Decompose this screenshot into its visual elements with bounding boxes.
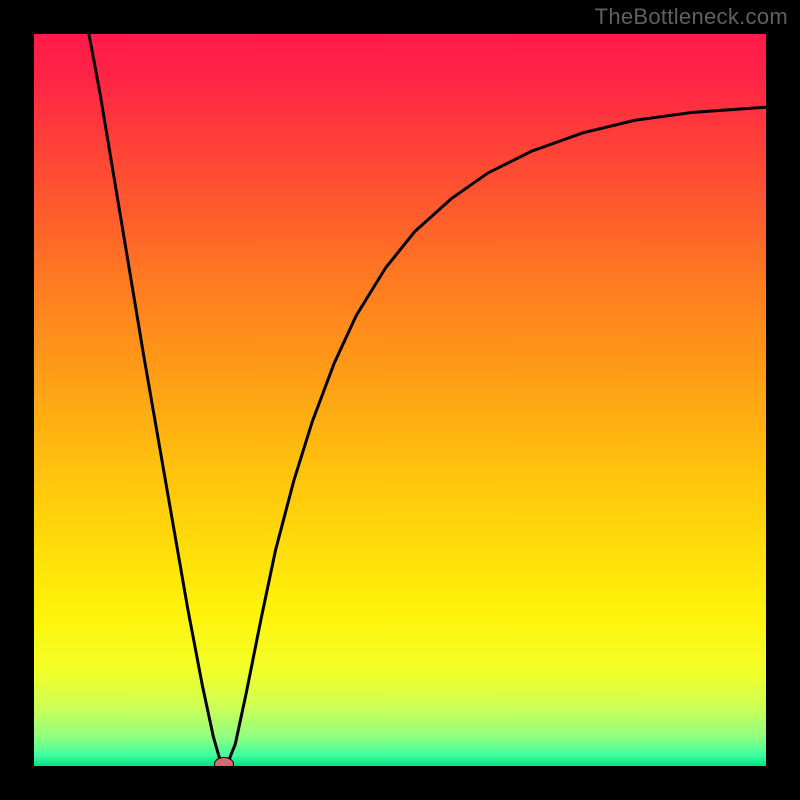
plot-area <box>34 34 766 766</box>
watermark-text: TheBottleneck.com <box>595 4 788 30</box>
bottleneck-curve <box>34 34 766 766</box>
optimum-marker <box>214 757 234 766</box>
curve-path <box>89 34 766 762</box>
